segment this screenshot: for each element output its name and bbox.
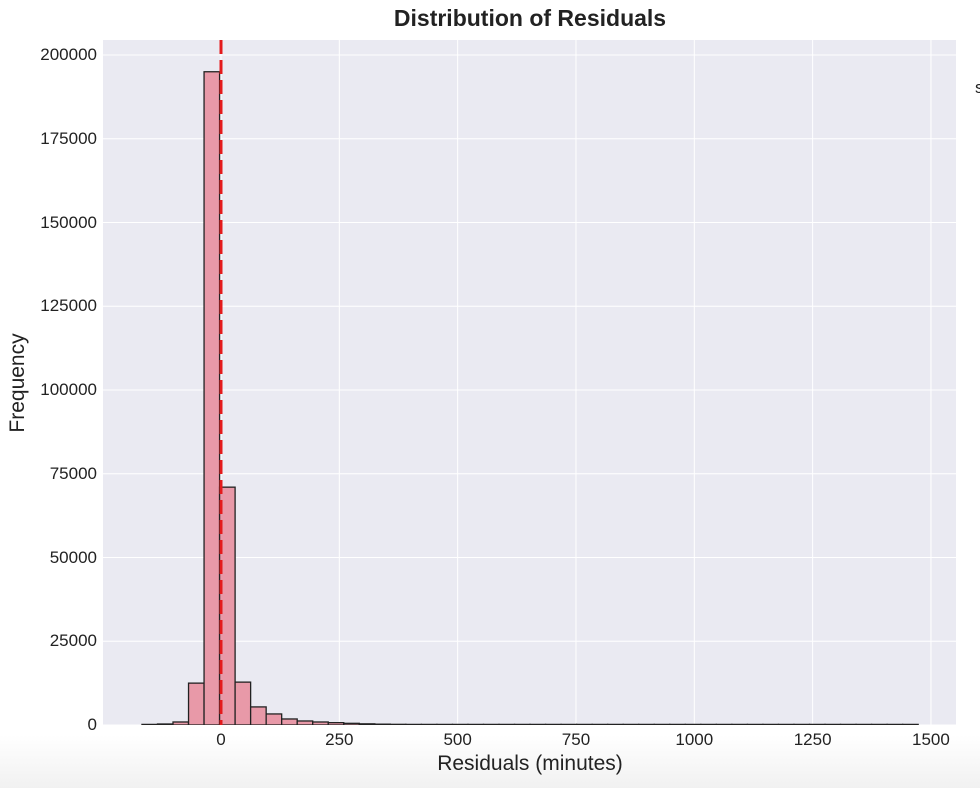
histogram-bar — [482, 723, 500, 725]
histogram-bar — [265, 713, 283, 725]
histogram-bar — [870, 723, 888, 725]
chart-title: Distribution of Residuals — [393, 5, 667, 31]
x-axis-label: Residuals (minutes) — [437, 752, 623, 775]
histogram-bar — [312, 721, 329, 725]
y-tick-label: 75000 — [49, 463, 97, 483]
histogram-bar — [839, 723, 857, 725]
histogram-bar — [374, 723, 391, 725]
histogram-bar — [700, 723, 718, 725]
histogram-bar — [451, 723, 469, 725]
histogram — [103, 40, 956, 725]
histogram-bar — [855, 723, 873, 725]
y-tick-label: 200000 — [40, 45, 97, 64]
histogram-bar — [715, 723, 733, 725]
histogram-bar — [498, 723, 516, 725]
histogram-bar — [234, 681, 252, 725]
x-tick-label: 500 — [443, 730, 472, 749]
histogram-bar — [808, 723, 826, 725]
histogram-bar — [187, 682, 205, 725]
histogram-bar — [762, 723, 780, 725]
histogram-bar — [731, 723, 749, 725]
histogram-bar — [591, 723, 609, 725]
histogram-bar — [343, 722, 360, 725]
histogram-bar — [575, 723, 593, 725]
clipped-text: s — [975, 78, 980, 97]
histogram-bar — [607, 723, 624, 725]
y-tick-label: 50000 — [49, 547, 97, 567]
x-tick-label: 1500 — [912, 730, 950, 749]
x-tick-label: 1000 — [675, 730, 714, 749]
histogram-bar — [622, 723, 640, 725]
histogram-bar — [638, 723, 655, 725]
histogram-bar — [669, 723, 686, 725]
histogram-bar — [420, 723, 438, 725]
histogram-bar — [560, 723, 578, 725]
histogram-bar — [156, 723, 174, 725]
histogram-bar — [327, 722, 345, 725]
histogram-bar — [901, 723, 919, 725]
histogram-bar — [544, 723, 562, 725]
histogram-bar — [249, 706, 267, 725]
histogram-bar — [436, 723, 454, 725]
x-tick-label: 750 — [561, 730, 591, 749]
histogram-bar — [777, 723, 795, 725]
histogram-bar — [746, 723, 764, 725]
y-tick-label: 0 — [87, 715, 97, 734]
histogram-bar — [389, 723, 407, 725]
histogram-bar — [793, 723, 811, 725]
histogram-bar — [529, 723, 547, 725]
x-tick-label: 1250 — [793, 730, 832, 749]
histogram-bar — [824, 723, 842, 725]
histogram-bar — [296, 720, 314, 725]
y-tick-label: 100000 — [40, 380, 97, 399]
y-tick-label: 125000 — [40, 296, 97, 316]
plot-area — [103, 40, 956, 725]
histogram-bar — [203, 71, 221, 725]
y-tick-label: 175000 — [40, 128, 97, 148]
y-tick-label: 150000 — [40, 212, 97, 232]
histogram-bar — [141, 723, 159, 725]
x-tick-label: 0 — [216, 730, 226, 749]
histogram-bar — [172, 721, 190, 725]
histogram-bar — [358, 723, 376, 725]
histogram-bar — [653, 723, 671, 725]
x-tick-label: 250 — [325, 730, 354, 749]
histogram-bar — [281, 718, 298, 725]
histogram-bar — [886, 723, 904, 725]
y-axis-label: Frequency — [6, 333, 29, 433]
histogram-bar — [684, 723, 702, 725]
histogram-bar — [513, 723, 531, 725]
histogram-bar — [405, 723, 423, 725]
y-tick-label: 25000 — [49, 631, 97, 651]
histogram-bar — [467, 723, 485, 725]
